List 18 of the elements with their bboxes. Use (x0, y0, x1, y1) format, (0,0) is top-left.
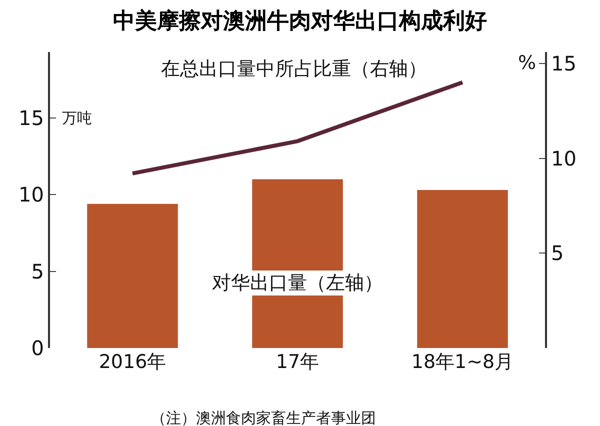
text: （注）澳洲食肉家畜生产者事业团 (151, 409, 376, 426)
y-tick-label: 5 (31, 259, 44, 284)
y2-axis-title: % (518, 52, 536, 74)
y-tick-label: 15 (18, 106, 44, 130)
y-axis-title: 万吨 (62, 109, 92, 127)
y2-tick-label: 15 (551, 51, 576, 76)
y2-tick-label: 10 (551, 146, 576, 170)
chart-title: 中美摩擦对澳洲牛肉对华出口构成利好 (113, 8, 487, 34)
y2-tick-label: 5 (551, 241, 564, 266)
x-tick-label: 2016年 (98, 351, 166, 373)
bar (87, 204, 178, 348)
x-tick-label: 18年1~8月 (411, 351, 514, 373)
y-tick-label: 10 (18, 182, 44, 207)
annotation: 在总出口量中所占比重（右轴） (161, 58, 427, 80)
x-tick-label: 17年 (276, 351, 320, 373)
y-tick-label: 0 (31, 336, 44, 360)
annotation: 对华出口量（左轴） (212, 272, 383, 294)
bar (417, 190, 508, 348)
